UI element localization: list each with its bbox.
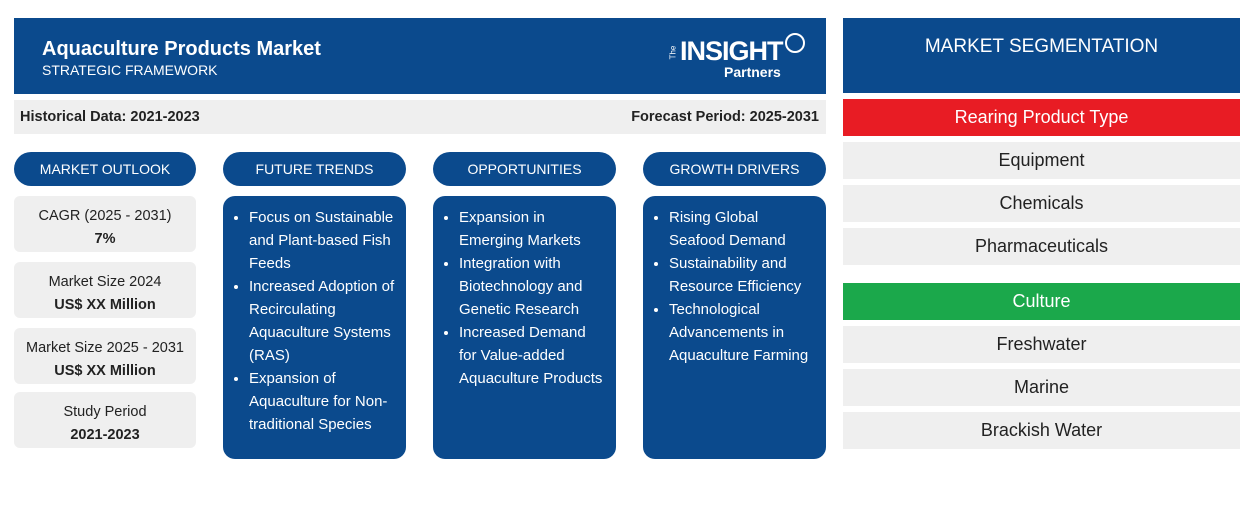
bullet: Increased Demand for Value-added Aquacul…: [459, 321, 606, 390]
bullet: Technological Advancements in Aquacultur…: [669, 298, 816, 367]
segment-item: Pharmaceuticals: [843, 228, 1240, 265]
forecast: Forecast Period: 2025-2031: [631, 109, 819, 125]
outlook-value: US$ XX Million: [54, 297, 156, 313]
segment-heading: Rearing Product Type: [843, 99, 1240, 136]
outlook-value: US$ XX Million: [54, 363, 156, 379]
logo-main: INSIGHT: [680, 36, 784, 66]
outlook-label: Market Size 2025 - 2031: [26, 340, 184, 356]
outlook-box: Study Period 2021-2023: [14, 392, 196, 448]
segment-item: Equipment: [843, 142, 1240, 179]
bullet-list: Rising Global Seafood DemandSustainabili…: [657, 206, 816, 367]
segment-item: Brackish Water: [843, 412, 1240, 449]
outlook-box: Market Size 2025 - 2031 US$ XX Million: [14, 328, 196, 384]
bullet: Increased Adoption of Recirculating Aqua…: [249, 275, 396, 367]
outlook-value: 7%: [94, 231, 116, 247]
segmentation-title: MARKET SEGMENTATION: [843, 18, 1240, 93]
segment-item: Marine: [843, 369, 1240, 406]
segment-item: Chemicals: [843, 185, 1240, 222]
column-heading: OPPORTUNITIES: [433, 152, 616, 186]
column-box: Focus on Sustainable and Plant-based Fis…: [223, 196, 406, 459]
outlook-heading: MARKET OUTLOOK: [14, 152, 196, 186]
title: Aquaculture Products Market: [42, 38, 321, 60]
outlook-label: CAGR (2025 - 2031): [38, 208, 172, 224]
outlook-box: CAGR (2025 - 2031) 7%: [14, 196, 196, 252]
outlook-label: Study Period: [63, 404, 147, 420]
logo-icon: [785, 33, 805, 53]
bullet: Expansion in Emerging Markets: [459, 206, 606, 252]
column-box: Rising Global Seafood DemandSustainabili…: [643, 196, 826, 459]
logo-sub: Partners: [724, 64, 781, 80]
column-heading: GROWTH DRIVERS: [643, 152, 826, 186]
bullet: Focus on Sustainable and Plant-based Fis…: [249, 206, 396, 275]
column-box: Expansion in Emerging MarketsIntegration…: [433, 196, 616, 459]
historical: Historical Data: 2021-2023: [20, 109, 200, 125]
column-heading: FUTURE TRENDS: [223, 152, 406, 186]
outlook-label: Market Size 2024: [48, 274, 162, 290]
bullet-list: Focus on Sustainable and Plant-based Fis…: [237, 206, 396, 436]
bullet: Integration with Biotechnology and Genet…: [459, 252, 606, 321]
subtitle: STRATEGIC FRAMEWORK: [42, 62, 218, 78]
bullet-list: Expansion in Emerging MarketsIntegration…: [447, 206, 606, 390]
bullet: Expansion of Aquaculture for Non-traditi…: [249, 367, 396, 436]
bullet: Sustainability and Resource Efficiency: [669, 252, 816, 298]
logo-top: The: [668, 45, 678, 60]
outlook-box: Market Size 2024 US$ XX Million: [14, 262, 196, 318]
period-bar: Historical Data: 2021-2023 Forecast Peri…: [14, 100, 826, 134]
segment-item: Freshwater: [843, 326, 1240, 363]
segment-heading: Culture: [843, 283, 1240, 320]
bullet: Rising Global Seafood Demand: [669, 206, 816, 252]
outlook-value: 2021-2023: [70, 427, 140, 443]
header: Aquaculture Products Market STRATEGIC FR…: [14, 18, 826, 94]
